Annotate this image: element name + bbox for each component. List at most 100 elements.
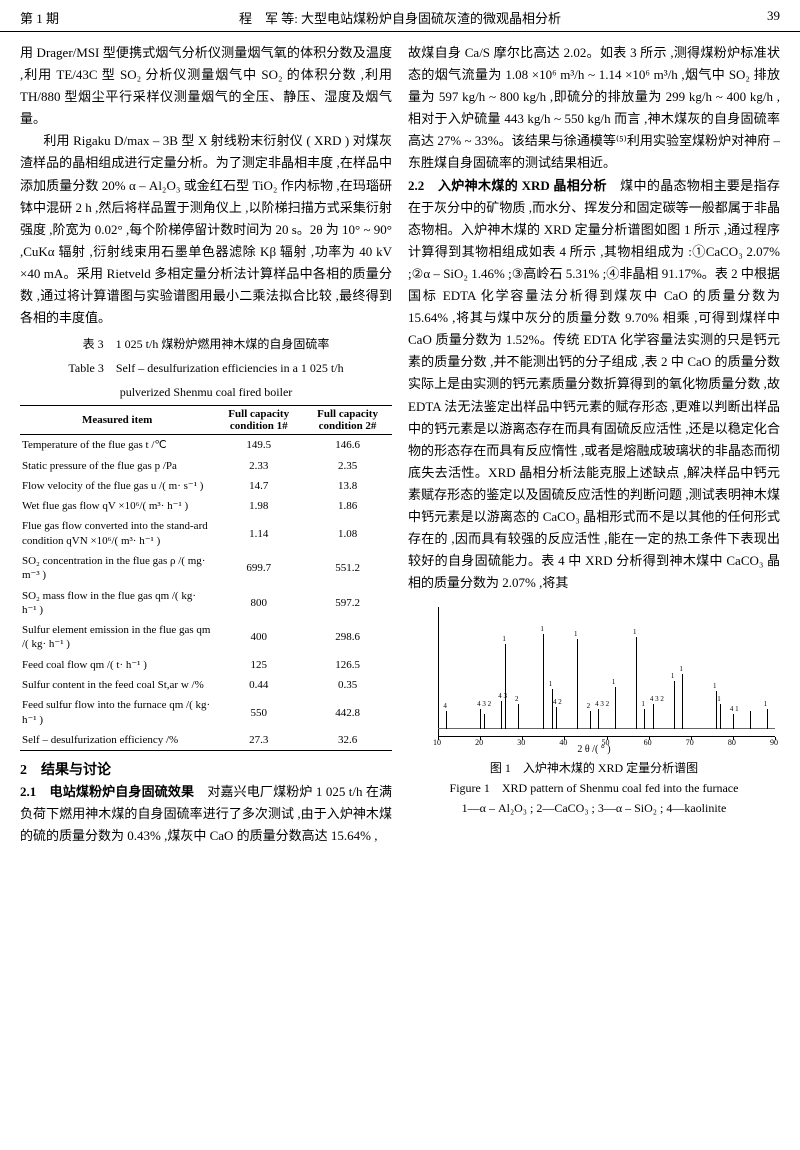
cell: 1.98	[214, 496, 303, 516]
xrd-peak	[505, 644, 506, 729]
xrd-peak	[636, 637, 637, 729]
xrd-peak	[720, 704, 721, 729]
xrd-peak	[446, 711, 447, 729]
issue: 第 1 期	[20, 8, 80, 27]
cell: 550	[214, 695, 303, 730]
peak-label: 1	[717, 695, 721, 703]
peak-label: 1	[713, 682, 717, 690]
table3-title-en2: pulverized Shenmu coal fired boiler	[20, 383, 392, 401]
xrd-peak	[480, 709, 481, 729]
xrd-peak	[733, 714, 734, 729]
cell: 125	[214, 655, 303, 675]
x-tick: 30	[517, 738, 525, 747]
table-row: Self – desulfurization efficiency /%27.3…	[20, 730, 392, 751]
xrd-peak	[556, 707, 557, 729]
table-row: Flue gas flow converted into the stand-a…	[20, 516, 392, 551]
sub22: 2.2 入炉神木煤的 XRD 晶相分析 煤中的晶态物相主要是指存在于灰分中的矿物…	[408, 175, 780, 595]
xrd-peak	[598, 709, 599, 729]
peak-label: 1	[764, 700, 768, 708]
cell: Feed coal flow qm /( t· h⁻¹ )	[20, 655, 214, 675]
cell: 298.6	[303, 620, 392, 655]
para-r1: 故煤自身 Ca/S 摩尔比高达 2.02。如表 3 所示 ,测得煤粉炉标准状态的…	[408, 42, 780, 175]
th1: Full capacity condition 1#	[214, 406, 303, 435]
fig1-caption-en: Figure 1 XRD pattern of Shenmu coal fed …	[408, 779, 780, 797]
peak-label: 1	[641, 700, 645, 708]
running-title: 程 军 等: 大型电站煤粉炉自身固硫灰渣的微观晶相分析	[80, 8, 720, 27]
xrd-baseline	[438, 728, 775, 729]
table-row: Sulfur content in the feed coal St,ar w …	[20, 675, 392, 695]
peak-label: 4	[443, 702, 447, 710]
fig1-caption-cn: 图 1 入炉神木煤的 XRD 定量分析谱图	[408, 759, 780, 777]
peak-label: 2	[587, 702, 591, 710]
x-tick: 20	[475, 738, 483, 747]
cell: 32.6	[303, 730, 392, 751]
table-row: Feed sulfur flow into the furnace qm /( …	[20, 695, 392, 730]
section2-title: 2 结果与讨论	[20, 759, 392, 779]
cell: Feed sulfur flow into the furnace qm /( …	[20, 695, 214, 730]
cell: Wet flue gas flow qV ×10⁶/( m³· h⁻¹ )	[20, 496, 214, 516]
peak-label: 1	[540, 625, 544, 633]
para-l2: 利用 Rigaku D/max – 3B 型 X 射线粉末衍射仪 ( XRD )…	[20, 130, 392, 329]
xrd-peak	[653, 704, 654, 729]
xrd-peak	[518, 704, 519, 729]
peak-label: 1	[549, 680, 553, 688]
cell: Flow velocity of the flue gas u /( m· s⁻…	[20, 476, 214, 496]
cell: 442.8	[303, 695, 392, 730]
th0: Measured item	[20, 406, 214, 435]
peak-label: 4 3 2	[595, 700, 609, 708]
cell: 2.35	[303, 456, 392, 476]
cell: 551.2	[303, 551, 392, 586]
peak-label: 1	[679, 665, 683, 673]
x-tick: 90	[770, 738, 778, 747]
cell: SO₂ concentration in the flue gas ρ /( m…	[20, 551, 214, 586]
x-tick: 10	[433, 738, 441, 747]
table-row: SO₂ concentration in the flue gas ρ /( m…	[20, 551, 392, 586]
cell: Sulfur content in the feed coal St,ar w …	[20, 675, 214, 695]
xrd-peak	[682, 674, 683, 729]
right-column: 故煤自身 Ca/S 摩尔比高达 2.02。如表 3 所示 ,测得煤粉炉标准状态的…	[408, 42, 780, 848]
table-row: Static pressure of the flue gas p /Pa2.3…	[20, 456, 392, 476]
table-row: SO₂ mass flow in the flue gas qm /( kg· …	[20, 586, 392, 621]
peak-label: 4 1	[730, 705, 739, 713]
sub22-text: 煤中的晶态物相主要是指存在于灰分中的矿物质 ,而水分、挥发分和固定碳等一般都属于…	[408, 178, 780, 591]
table-row: Temperature of the flue gas t /℃149.5146…	[20, 435, 392, 456]
content-columns: 用 Drager/MSI 型便携式烟气分析仪测量烟气氧的体积分数及温度 ,利用 …	[0, 32, 800, 848]
cell: 800	[214, 586, 303, 621]
cell: 149.5	[214, 435, 303, 456]
peak-label: 1	[574, 630, 578, 638]
cell: 1.86	[303, 496, 392, 516]
xrd-peak	[484, 714, 485, 729]
peak-label: 1	[633, 628, 637, 636]
cell: Temperature of the flue gas t /℃	[20, 435, 214, 456]
xrd-peak	[767, 709, 768, 729]
cell: SO₂ mass flow in the flue gas qm /( kg· …	[20, 586, 214, 621]
xrd-peak	[590, 711, 591, 729]
th2: Full capacity condition 2#	[303, 406, 392, 435]
y-axis	[438, 607, 439, 737]
x-tick: 70	[686, 738, 694, 747]
peak-label: 4 3 2	[477, 700, 491, 708]
xrd-peak	[750, 711, 751, 729]
xrd-peak	[552, 689, 553, 729]
table3-title-cn: 表 3 1 025 t/h 煤粉炉燃用神木煤的自身固硫率	[20, 335, 392, 353]
xrd-peak	[577, 639, 578, 729]
cell: 126.5	[303, 655, 392, 675]
figure1: 2 θ /( ° ) 44 3 24 312114 2124 3 21114 3…	[408, 602, 780, 817]
fig1-legend: 1—α – Al₂O₃ ; 2—CaCO₃ ; 3—α – SiO₂ ; 4—k…	[408, 799, 780, 817]
cell: 699.7	[214, 551, 303, 586]
cell: 13.8	[303, 476, 392, 496]
table-row: Flow velocity of the flue gas u /( m· s⁻…	[20, 476, 392, 496]
page-number: 39	[720, 8, 780, 27]
peak-label: 1	[502, 635, 506, 643]
xrd-peak	[501, 701, 502, 729]
x-tick: 50	[602, 738, 610, 747]
cell: 27.3	[214, 730, 303, 751]
cell: 597.2	[303, 586, 392, 621]
table-row: Feed coal flow qm /( t· h⁻¹ )125126.5	[20, 655, 392, 675]
page-header: 第 1 期 程 军 等: 大型电站煤粉炉自身固硫灰渣的微观晶相分析 39	[0, 0, 800, 32]
cell: Flue gas flow converted into the stand-a…	[20, 516, 214, 551]
sub21: 2.1 电站煤粉炉自身固硫效果 对嘉兴电厂煤粉炉 1 025 t/h 在满负荷下…	[20, 781, 392, 847]
sub22-label: 2.2 入炉神木煤的 XRD 晶相分析	[408, 178, 607, 193]
peak-label: 1	[612, 678, 616, 686]
peak-label: 1	[671, 672, 675, 680]
